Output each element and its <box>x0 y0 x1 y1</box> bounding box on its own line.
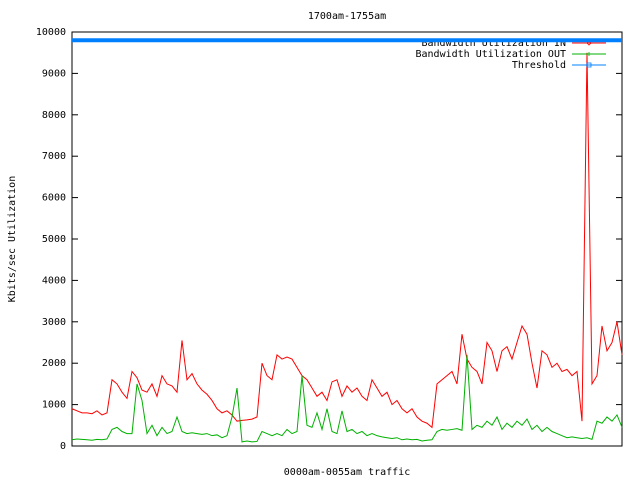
y-tick-label: 2000 <box>42 358 66 369</box>
y-tick-label: 0 <box>60 441 66 452</box>
series-line <box>71 354 623 443</box>
legend-label: Bandwidth Utilization IN <box>422 38 567 49</box>
legend-label: Threshold <box>512 60 566 71</box>
y-tick-label: 9000 <box>42 68 66 79</box>
y-tick-label: 4000 <box>42 275 66 286</box>
marker <box>587 52 591 56</box>
y-tick-label: 6000 <box>42 193 66 204</box>
y-tick-label: 7000 <box>42 151 66 162</box>
y-tick-label: 5000 <box>42 234 66 245</box>
series-line <box>71 52 623 429</box>
y-tick-label: 3000 <box>42 317 66 328</box>
legend-label: Bandwidth Utilization OUT <box>415 49 566 60</box>
y-axis-label: Kbits/sec Utilization <box>7 176 18 302</box>
y-tick-label: 8000 <box>42 110 66 121</box>
plot-frame <box>71 31 623 447</box>
y-tick-label: 1000 <box>42 400 66 411</box>
x-axis-label: 0000am-0055am traffic <box>284 467 410 478</box>
y-tick-label: 10000 <box>36 27 66 38</box>
chart-title: 1700am-1755am <box>308 11 386 22</box>
marker <box>586 62 592 68</box>
